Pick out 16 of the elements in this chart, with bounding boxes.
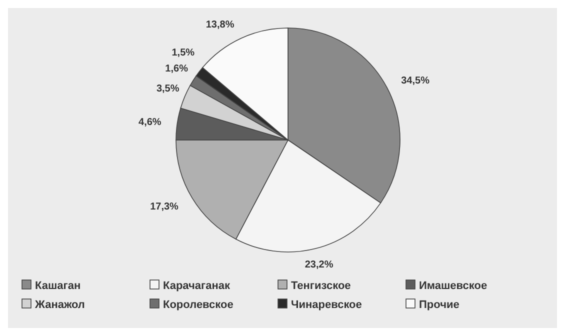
data-label: 1,5% [172,48,195,58]
data-label: 17,3% [150,202,179,213]
data-label: 4,6% [138,117,162,128]
data-label: 23,2% [304,260,334,271]
data-label: 3,5% [156,84,180,94]
legend-label: Имашевское [419,280,488,292]
legend-label: Жанажол [34,298,85,311]
legend-label: Кашаган [35,280,81,292]
legend-label: Прочие [419,298,460,311]
data-label: 13,8% [206,19,234,30]
legend-label: Тенгизское [291,280,351,292]
legend-label: Чинаревское [291,298,362,311]
data-label: 1,6% [165,64,188,74]
data-label: 34,5% [401,76,430,87]
legend-label: Карачаганак [163,280,230,292]
legend-label: Королевское [163,298,234,311]
